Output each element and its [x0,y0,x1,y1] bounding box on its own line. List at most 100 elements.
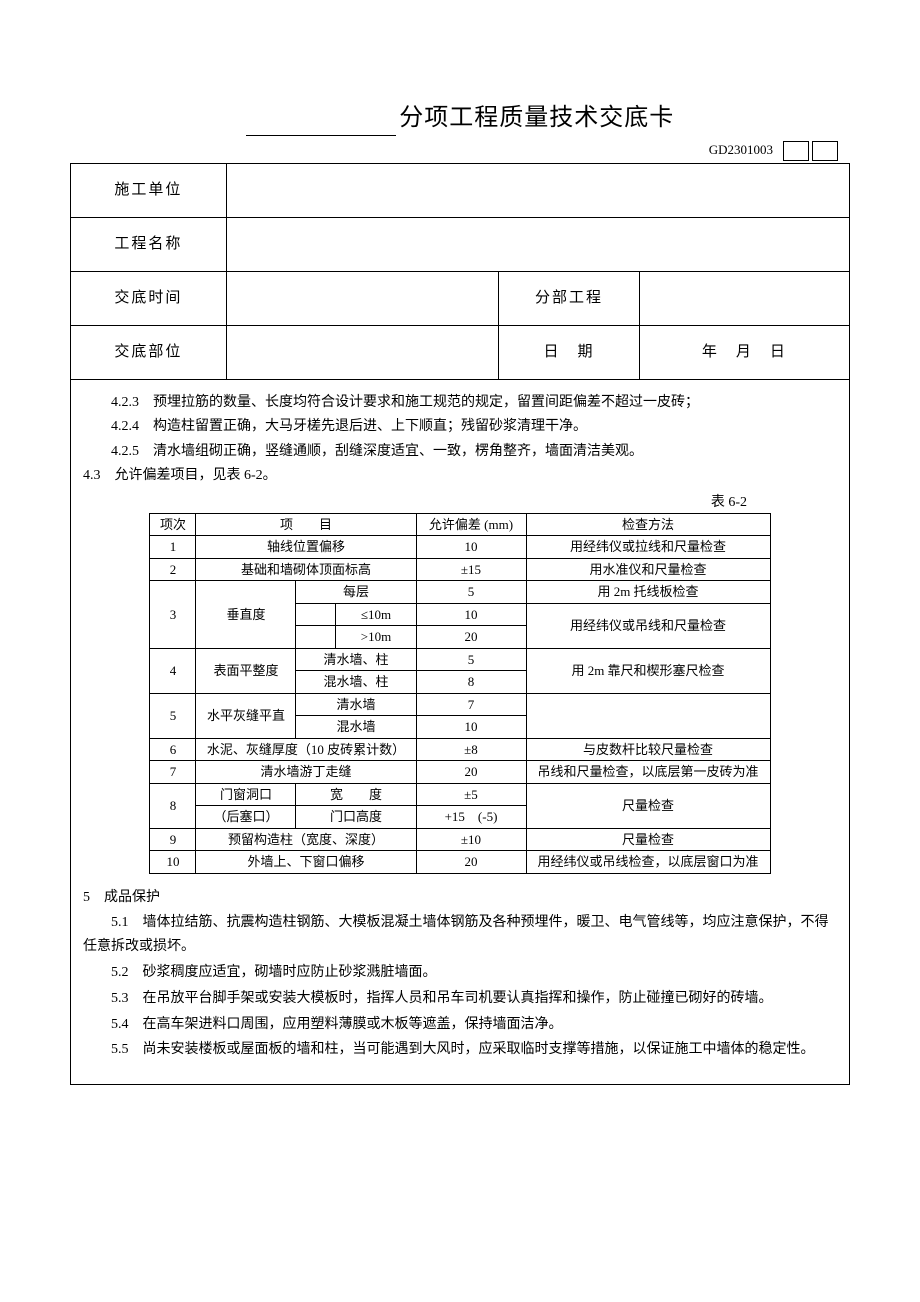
r5-n: 5 [150,693,196,738]
r3-d1: 5 [416,581,526,604]
code-row: GD2301003 [70,140,850,161]
r1-dev: 10 [416,536,526,559]
r7-method: 吊线和尺量检查，以底层第一皮砖为准 [526,761,770,784]
r6-item: 水泥、灰缝厚度（10 皮砖累计数） [196,738,416,761]
label-subproject: 分部工程 [499,272,639,326]
spec-r6: 6 水泥、灰缝厚度（10 皮砖累计数） ±8 与皮数杆比较尺量检查 [150,738,770,761]
r3-d3: 20 [416,626,526,649]
r1-method: 用经纬仪或拉线和尺量检查 [526,536,770,559]
r3-m1: 用 2m 托线板检查 [526,581,770,604]
r1-n: 1 [150,536,196,559]
spec-r7: 7 清水墙游丁走缝 20 吊线和尺量检查，以底层第一皮砖为准 [150,761,770,784]
th-item: 项 目 [196,513,416,536]
sec5-p52: 5.2 砂浆稠度应适宜，砌墙时应防止砂浆溅脏墙面。 [83,961,837,985]
form-code: GD2301003 [709,142,773,157]
r9-item: 预留构造柱（宽度、深度） [196,828,416,851]
sec5-p54: 5.4 在高车架进料口周围，应用塑料薄膜或木板等遮盖，保持墙面洁净。 [83,1013,837,1037]
value-part [226,326,499,380]
r3-d2: 10 [416,603,526,626]
r4-d2: 8 [416,671,526,694]
r7-dev: 20 [416,761,526,784]
r10-dev: 20 [416,851,526,874]
label-time: 交底时间 [71,272,227,326]
value-time [226,272,499,326]
spec-table: 项次 项 目 允许偏差 (mm) 检查方法 1 轴线位置偏移 10 用经纬仪或拉… [149,513,770,874]
r6-dev: ±8 [416,738,526,761]
spec-r10: 10 外墙上、下窗口偏移 20 用经纬仪或吊线检查，以底层窗口为准 [150,851,770,874]
r5-sub1: 清水墙 [296,693,416,716]
value-date: 年 月 日 [639,326,849,380]
body-box: 4.2.3 预埋拉筋的数量、长度均符合设计要求和施工规范的规定，留置间距偏差不超… [70,380,850,1085]
r4-sub2: 混水墙、柱 [296,671,416,694]
header-table: 施工单位 工程名称 交底时间 分部工程 交底部位 日 期 年 月 日 [70,163,850,380]
sec5-p51: 5.1 墙体拉结筋、抗震构造柱钢筋、大模板混凝土墙体钢筋及各种预埋件，暖卫、电气… [83,911,837,959]
r4-d1: 5 [416,648,526,671]
header-row-time: 交底时间 分部工程 [71,272,850,326]
clause-425: 4.2.5 清水墙组砌正确，竖缝通顺，刮缝深度适宜、一致，楞角整齐，墙面清洁美观… [83,441,837,463]
r8-item: 门窗洞口 [196,783,296,806]
r7-n: 7 [150,761,196,784]
r9-dev: ±10 [416,828,526,851]
r2-dev: ±15 [416,558,526,581]
r9-method: 尺量检查 [526,828,770,851]
r8-n: 8 [150,783,196,828]
r8-m: 尺量检查 [526,783,770,828]
r3-m2: 用经纬仪或吊线和尺量检查 [526,603,770,648]
r8-d1: ±5 [416,783,526,806]
page-title: 分项工程质量技术交底卡 [70,100,850,136]
r4-m: 用 2m 靠尺和楔形塞尺检查 [526,648,770,693]
value-unit [226,164,849,218]
r5-d1: 7 [416,693,526,716]
spec-r3a: 3 垂直度 每层 5 用 2m 托线板检查 [150,581,770,604]
code-box-1 [783,141,809,161]
r3-sub2: ≤10m [336,603,416,626]
r2-item: 基础和墙砌体顶面标高 [196,558,416,581]
r3-sub3: >10m [336,626,416,649]
label-unit: 施工单位 [71,164,227,218]
spec-r2: 2 基础和墙砌体顶面标高 ±15 用水准仪和尺量检查 [150,558,770,581]
header-row-project: 工程名称 [71,218,850,272]
table-caption: 表 6-2 [83,492,837,513]
r3-item: 垂直度 [196,581,296,649]
r6-method: 与皮数杆比较尺量检查 [526,738,770,761]
r3-sub1: 每层 [296,581,416,604]
section-5: 5 成品保护 5.1 墙体拉结筋、抗震构造柱钢筋、大模板混凝土墙体钢筋及各种预埋… [83,886,837,1063]
th-seq: 项次 [150,513,196,536]
clause-43: 4.3 允许偏差项目，见表 6-2。 [83,465,837,487]
value-subproject [639,272,849,326]
code-box-2 [812,141,838,161]
r10-item: 外墙上、下窗口偏移 [196,851,416,874]
title-text: 分项工程质量技术交底卡 [399,105,674,131]
label-date: 日 期 [499,326,639,380]
sec5-p53: 5.3 在吊放平台脚手架或安装大模板时，指挥人员和吊车司机要认真指挥和操作，防止… [83,987,837,1011]
r9-n: 9 [150,828,196,851]
label-part: 交底部位 [71,326,227,380]
clause-424: 4.2.4 构造柱留置正确，大马牙槎先退后进、上下顺直；残留砂浆清理干净。 [83,416,837,438]
r4-n: 4 [150,648,196,693]
label-project: 工程名称 [71,218,227,272]
r8-d2: +15 (-5) [416,806,526,829]
spec-r5a: 5 水平灰缝平直 清水墙 7 [150,693,770,716]
r2-method: 用水准仪和尺量检查 [526,558,770,581]
r3-n: 3 [150,581,196,649]
spec-head: 项次 项 目 允许偏差 (mm) 检查方法 [150,513,770,536]
header-row-unit: 施工单位 [71,164,850,218]
header-row-part: 交底部位 日 期 年 月 日 [71,326,850,380]
spec-r9: 9 预留构造柱（宽度、深度） ±10 尺量检查 [150,828,770,851]
r10-method: 用经纬仪或吊线检查，以底层窗口为准 [526,851,770,874]
th-dev: 允许偏差 (mm) [416,513,526,536]
r5-sub2: 混水墙 [296,716,416,739]
value-project [226,218,849,272]
r4-sub1: 清水墙、柱 [296,648,416,671]
r5-item: 水平灰缝平直 [196,693,296,738]
spec-r4a: 4 表面平整度 清水墙、柱 5 用 2m 靠尺和楔形塞尺检查 [150,648,770,671]
r5-d2: 10 [416,716,526,739]
r1-item: 轴线位置偏移 [196,536,416,559]
r8-sub2: 门口高度 [296,806,416,829]
th-method: 检查方法 [526,513,770,536]
sec5-head: 5 成品保护 [83,886,837,910]
r6-n: 6 [150,738,196,761]
sec5-p55: 5.5 尚未安装楼板或屋面板的墙和柱，当可能遇到大风时，应采取临时支撑等措施，以… [83,1038,837,1062]
r4-item: 表面平整度 [196,648,296,693]
r3-blank [296,603,336,626]
